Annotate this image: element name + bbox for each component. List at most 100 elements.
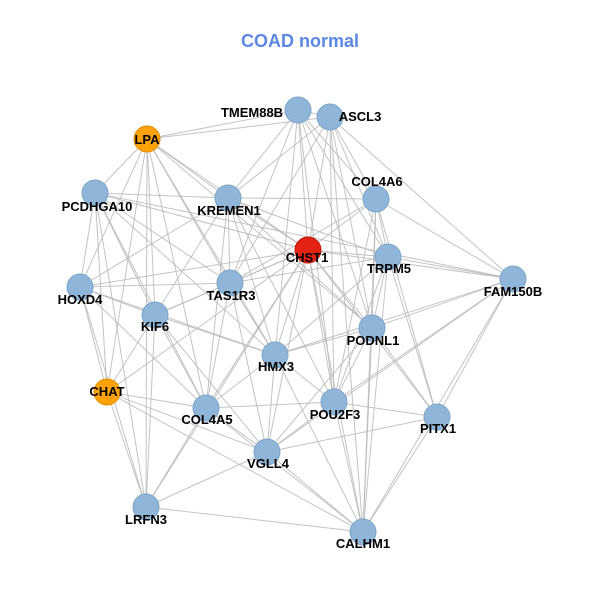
edge-PCDHGA10-COL4A5	[94, 192, 207, 409]
chart-title: COAD normal	[241, 31, 359, 51]
edge-CHST1-FAM150B	[307, 249, 514, 280]
edge-POU2F3-CALHM1	[333, 401, 364, 533]
edge-HMX3-CALHM1	[274, 354, 364, 533]
edge-PODNL1-PITX1	[371, 327, 438, 418]
node-label-HOXD4: HOXD4	[58, 292, 104, 307]
node-label-FAM150B: FAM150B	[484, 284, 543, 299]
node-label-LPA: LPA	[134, 132, 160, 147]
edge-COL4A5-POU2F3	[205, 401, 335, 409]
edge-KREMEN1-POU2F3	[227, 197, 335, 403]
edge-PITX1-VGLL4	[266, 416, 438, 453]
edge-LRFN3-CALHM1	[145, 506, 364, 533]
graph-node-TAS1R3	[216, 269, 244, 297]
graph-node-FAM150B	[499, 265, 527, 293]
edge-HMX3-VGLL4	[266, 354, 276, 453]
node-label-TMEM88B: TMEM88B	[221, 105, 283, 120]
graph-node-VGLL4	[253, 438, 281, 466]
edge-ASCL3-TAS1R3	[229, 116, 331, 284]
graph-node-HMX3	[261, 341, 289, 369]
edge-VGLL4-CALHM1	[266, 451, 364, 533]
edge-PITX1-CALHM1	[362, 416, 438, 533]
edge-PODNL1-HMX3	[274, 327, 373, 356]
graph-node-ASCL3	[316, 103, 344, 131]
edge-LPA-CHAT	[106, 138, 148, 393]
graph-node-LRFN3	[132, 493, 160, 521]
edge-CHST1-PCDHGA10	[94, 192, 309, 251]
node-label-PODNL1: PODNL1	[347, 333, 400, 348]
edge-CHST1-HOXD4	[79, 249, 309, 288]
graph-node-LPA	[133, 125, 161, 153]
edge-KREMEN1-KIF6	[154, 197, 229, 316]
edge-PCDHGA10-TAS1R3	[94, 192, 231, 284]
graph-node-CHST1	[294, 236, 322, 264]
edge-HMX3-COL4A5	[205, 354, 276, 409]
node-label-LRFN3: LRFN3	[125, 512, 167, 527]
node-label-COL4A6: COL4A6	[351, 174, 402, 189]
edge-PCDHGA10-CHAT	[94, 192, 108, 393]
edge-KIF6-HMX3	[154, 314, 276, 356]
edge-ASCL3-COL4A6	[329, 116, 377, 200]
edge-CHST1-HMX3	[274, 249, 309, 356]
edge-CHST1-CHAT	[106, 249, 309, 393]
edge-FAM150B-HMX3	[274, 278, 514, 356]
edge-TAS1R3-HMX3	[229, 282, 276, 356]
node-label-TAS1R3: TAS1R3	[207, 288, 256, 303]
edge-COL4A6-PITX1	[375, 198, 438, 418]
edge-PCDHGA10-FAM150B	[94, 192, 514, 280]
edge-LPA-HMX3	[146, 138, 276, 356]
nodes-layer	[66, 96, 527, 546]
edge-TAS1R3-KIF6	[154, 282, 231, 316]
edge-ASCL3-POU2F3	[329, 116, 335, 403]
edge-PCDHGA10-KREMEN1	[94, 192, 229, 199]
node-label-COL4A5: COL4A5	[181, 412, 232, 427]
edge-KIF6-COL4A5	[154, 314, 207, 409]
edge-TRPM5-PITX1	[387, 256, 438, 418]
edge-LPA-KREMEN1	[146, 138, 229, 199]
node-label-HMX3: HMX3	[258, 359, 294, 374]
edge-FAM150B-VGLL4	[266, 278, 514, 453]
edge-FAM150B-PITX1	[436, 278, 514, 418]
node-label-POU2F3: POU2F3	[310, 407, 361, 422]
edge-KREMEN1-TRPM5	[227, 197, 389, 258]
edge-TRPM5-HMX3	[274, 256, 389, 356]
node-label-CHST1: CHST1	[286, 250, 329, 265]
edge-ASCL3-CALHM1	[329, 116, 364, 533]
edge-VGLL4-LRFN3	[145, 451, 268, 508]
edge-LPA-KIF6	[146, 138, 156, 316]
edge-CHST1-COL4A6	[307, 198, 377, 251]
graph-node-POU2F3	[320, 388, 348, 416]
edge-KIF6-LRFN3	[145, 314, 156, 508]
graph-node-HOXD4	[66, 273, 94, 301]
node-label-PCDHGA10: PCDHGA10	[62, 199, 133, 214]
edge-COL4A5-LRFN3	[145, 407, 207, 508]
edge-CHAT-VGLL4	[106, 391, 268, 453]
graph-node-COL4A5	[192, 394, 220, 422]
edge-ASCL3-TRPM5	[329, 116, 389, 258]
edge-HOXD4-CHAT	[79, 286, 108, 393]
node-label-KREMEN1: KREMEN1	[197, 203, 261, 218]
edge-PODNL1-CALHM1	[362, 327, 373, 533]
edge-COL4A6-KREMEN1	[227, 197, 377, 200]
edge-LPA-HOXD4	[79, 138, 148, 288]
edge-TAS1R3-VGLL4	[229, 282, 268, 453]
edge-CHST1-POU2F3	[307, 249, 335, 403]
edge-TRPM5-TAS1R3	[229, 256, 389, 284]
graph-node-COL4A6	[362, 185, 390, 213]
edge-PCDHGA10-LRFN3	[94, 192, 147, 508]
node-label-CALHM1: CALHM1	[336, 536, 390, 551]
edge-PCDHGA10-HOXD4	[79, 192, 96, 288]
edge-ASCL3-FAM150B	[329, 116, 514, 280]
edge-KREMEN1-TAS1R3	[227, 197, 231, 284]
graph-node-CHAT	[93, 378, 121, 406]
edge-LPA-COL4A5	[146, 138, 207, 409]
edge-TRPM5-FAM150B	[387, 256, 514, 280]
graph-node-PITX1	[423, 403, 451, 431]
edge-CHAT-CALHM1	[106, 391, 364, 533]
node-label-ASCL3: ASCL3	[339, 109, 382, 124]
graph-node-KREMEN1	[214, 184, 242, 212]
edge-PODNL1-POU2F3	[333, 327, 373, 403]
graph-node-TRPM5	[374, 243, 402, 271]
graph-node-TMEM88B	[284, 96, 312, 124]
